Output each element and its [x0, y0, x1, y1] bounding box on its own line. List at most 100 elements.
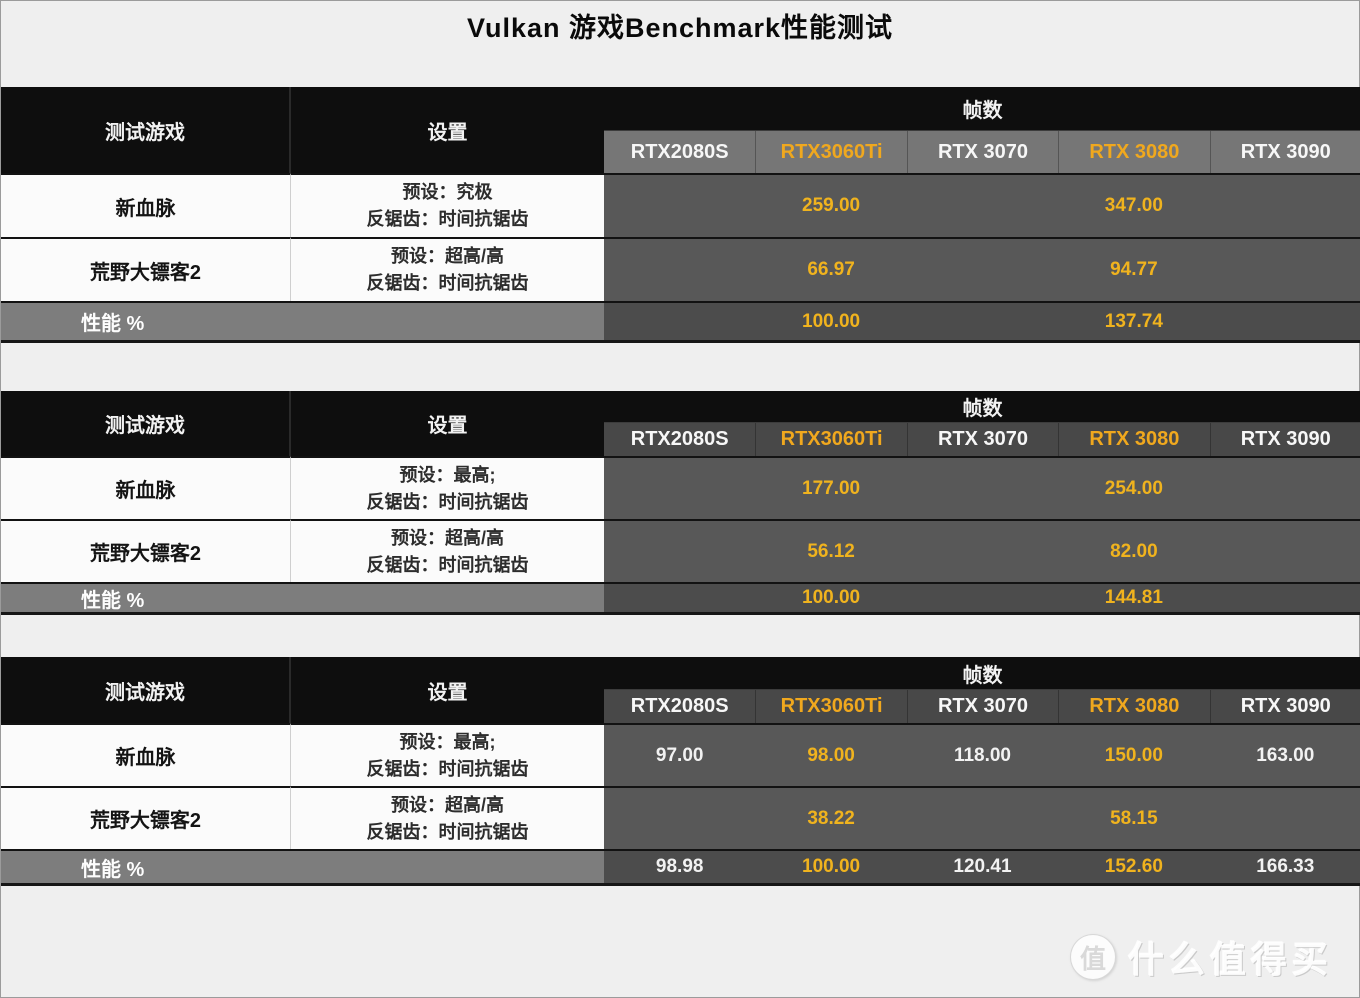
benchmark-table-2: 测试游戏 设置 帧数 RTX2080S RTX3060Ti RTX 3070 R… — [1, 391, 1360, 615]
fps-value-cell: 94.77 — [1058, 237, 1210, 301]
smzdm-watermark: 值 什么值得买 — [1069, 931, 1333, 983]
perf-value-cell — [906, 582, 1059, 615]
fps-value-cell — [1209, 173, 1360, 237]
fps-value-cell — [1209, 519, 1360, 582]
fps-value-cell — [1209, 786, 1360, 849]
gpu-column-header: RTX 3080 — [1058, 423, 1210, 456]
perf-value-cell — [1209, 301, 1360, 343]
gpu-column-header: RTX 3090 — [1209, 690, 1360, 723]
fps-value-cell — [604, 173, 756, 237]
col-header-settings: 设置 — [291, 87, 604, 173]
settings-cell: 预设：究极 反锯齿：时间抗锯齿 — [291, 173, 604, 237]
fps-value-cell: 177.00 — [755, 456, 907, 519]
settings-line-1: 预设：超高/高 — [390, 246, 504, 266]
page-title: Vulkan 游戏Benchmark性能测试 — [466, 13, 894, 43]
fps-value-cell — [1209, 456, 1360, 519]
gpu-column-header: RTX2080S — [604, 131, 756, 173]
game-name-cell: 荒野大镖客2 — [1, 786, 291, 849]
fps-value-cell — [906, 237, 1059, 301]
game-name-cell: 新血脉 — [1, 723, 291, 786]
gpu-column-header: RTX 3070 — [906, 423, 1059, 456]
game-name-cell: 新血脉 — [1, 173, 291, 237]
fps-value-cell: 56.12 — [755, 519, 907, 582]
perf-row-label: 性能 % — [1, 582, 604, 615]
watermark-text: 什么值得买 — [1127, 939, 1333, 980]
settings-line-1: 预设：究极 — [402, 182, 493, 202]
settings-line-2: 反锯齿：时间抗锯齿 — [366, 209, 529, 229]
fps-value-cell: 118.00 — [906, 723, 1059, 786]
col-header-frames: 帧数 — [604, 87, 1360, 131]
value-badge-icon: 值 — [1069, 934, 1116, 980]
settings-line-2: 反锯齿：时间抗锯齿 — [366, 821, 529, 842]
benchmark-table-3: 测试游戏 设置 帧数 RTX2080S RTX3060Ti RTX 3070 R… — [1, 657, 1360, 886]
fps-value-cell: 259.00 — [755, 173, 907, 237]
gpu-column-header: RTX3060Ti — [755, 423, 907, 456]
game-name-cell: 新血脉 — [1, 456, 291, 519]
settings-cell: 预设：超高/高 反锯齿：时间抗锯齿 — [291, 519, 604, 582]
gpu-column-header: RTX3060Ti — [755, 131, 907, 173]
perf-value-cell: 98.98 — [604, 849, 756, 886]
game-name-cell: 荒野大镖客2 — [1, 519, 291, 582]
fps-value-cell: 58.15 — [1058, 786, 1210, 849]
col-header-game: 测试游戏 — [1, 87, 291, 173]
gpu-column-header: RTX 3070 — [906, 690, 1059, 723]
fps-value-cell — [604, 519, 756, 582]
gpu-column-header: RTX2080S — [604, 423, 756, 456]
perf-row-label: 性能 % — [1, 301, 604, 343]
settings-line-1: 预设：超高/高 — [390, 794, 504, 815]
perf-value-cell: 120.41 — [906, 849, 1059, 886]
fps-value-cell — [906, 786, 1059, 849]
perf-value-cell: 152.60 — [1058, 849, 1210, 886]
settings-line-2: 反锯齿：时间抗锯齿 — [366, 758, 529, 779]
col-header-game: 测试游戏 — [1, 391, 291, 456]
settings-cell: 预设：超高/高 反锯齿：时间抗锯齿 — [291, 786, 604, 849]
perf-value-cell: 166.33 — [1209, 849, 1360, 886]
col-header-settings: 设置 — [291, 391, 604, 456]
fps-value-cell — [906, 456, 1059, 519]
fps-value-cell: 254.00 — [1058, 456, 1210, 519]
col-header-game: 测试游戏 — [1, 657, 291, 723]
settings-cell: 预设：超高/高 反锯齿：时间抗锯齿 — [291, 237, 604, 301]
gpu-column-header: RTX 3080 — [1058, 131, 1210, 173]
settings-cell: 预设：最高; 反锯齿：时间抗锯齿 — [291, 723, 604, 786]
fps-value-cell: 98.00 — [755, 723, 907, 786]
fps-value-cell — [604, 456, 756, 519]
fps-value-cell: 163.00 — [1209, 723, 1360, 786]
fps-value-cell — [906, 173, 1059, 237]
perf-value-cell: 100.00 — [755, 849, 907, 886]
perf-value-cell — [604, 301, 756, 343]
perf-row-label: 性能 % — [1, 849, 604, 886]
perf-value-cell — [604, 582, 756, 615]
col-header-settings: 设置 — [291, 657, 604, 723]
settings-line-1: 预设：超高/高 — [390, 527, 504, 548]
fps-value-cell — [604, 786, 756, 849]
perf-value-cell: 100.00 — [755, 582, 907, 615]
perf-value-cell: 144.81 — [1058, 582, 1210, 615]
fps-value-cell — [1209, 237, 1360, 301]
settings-line-2: 反锯齿：时间抗锯齿 — [366, 491, 529, 512]
gpu-column-header: RTX2080S — [604, 690, 756, 723]
col-header-frames: 帧数 — [604, 391, 1360, 423]
fps-value-cell: 38.22 — [755, 786, 907, 849]
perf-value-cell: 137.74 — [1058, 301, 1210, 343]
fps-value-cell: 66.97 — [755, 237, 907, 301]
gpu-column-header: RTX 3070 — [906, 131, 1059, 173]
gpu-column-header: RTX 3080 — [1058, 690, 1210, 723]
fps-value-cell — [906, 519, 1059, 582]
perf-value-cell — [1209, 582, 1360, 615]
fps-value-cell: 150.00 — [1058, 723, 1210, 786]
fps-value-cell: 82.00 — [1058, 519, 1210, 582]
fps-value-cell: 97.00 — [604, 723, 756, 786]
settings-cell: 预设：最高; 反锯齿：时间抗锯齿 — [291, 456, 604, 519]
fps-value-cell — [604, 237, 756, 301]
benchmark-table-1: 测试游戏 设置 帧数 RTX2080S RTX3060Ti RTX 3070 R… — [1, 87, 1360, 343]
settings-line-2: 反锯齿：时间抗锯齿 — [366, 273, 529, 293]
col-header-frames: 帧数 — [604, 657, 1360, 690]
settings-line-2: 反锯齿：时间抗锯齿 — [366, 554, 529, 575]
settings-line-1: 预设：最高; — [399, 731, 496, 752]
perf-value-cell: 100.00 — [755, 301, 907, 343]
gpu-column-header: RTX3060Ti — [755, 690, 907, 723]
game-name-cell: 荒野大镖客2 — [1, 237, 291, 301]
fps-value-cell: 347.00 — [1058, 173, 1210, 237]
settings-line-1: 预设：最高; — [399, 464, 496, 485]
